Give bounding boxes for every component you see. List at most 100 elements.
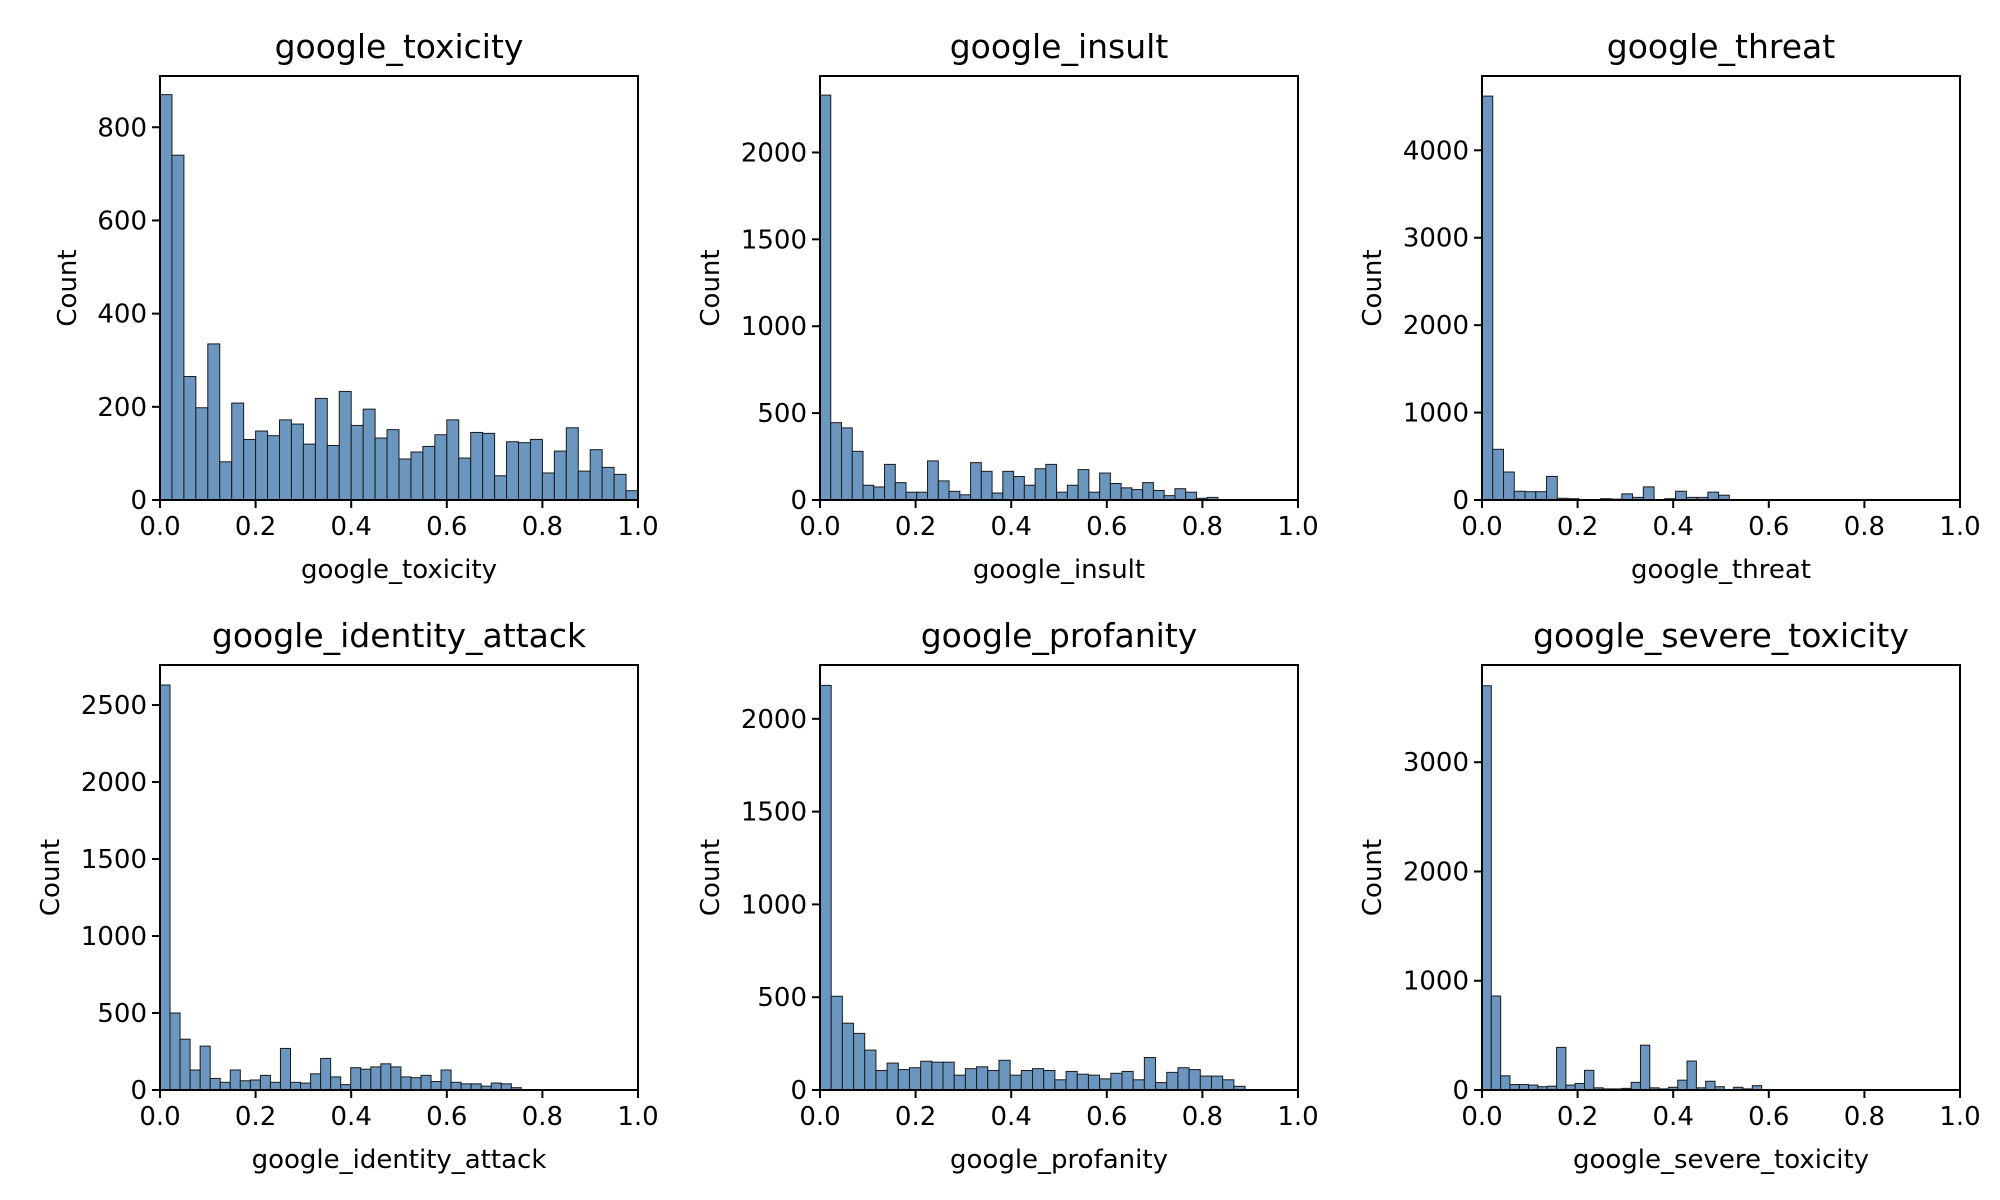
- y-tick-label: 2500: [81, 691, 147, 721]
- histogram-bar: [420, 1074, 432, 1091]
- histogram-bar: [964, 1068, 978, 1091]
- histogram-bar: [1490, 995, 1502, 1091]
- histogram-bar: [1686, 1060, 1697, 1091]
- y-tick-label: 1000: [741, 312, 807, 342]
- histogram-bar: [884, 463, 896, 501]
- y-tick-label: 0: [790, 1076, 807, 1106]
- y-tick-label: 1000: [741, 890, 807, 920]
- histogram-bar: [875, 1070, 888, 1091]
- y-tick-label: 2000: [741, 138, 807, 168]
- histogram-bar: [290, 423, 304, 501]
- histogram-bar: [1002, 470, 1015, 501]
- axes-frame: [1481, 75, 1961, 501]
- histogram-bar: [1492, 448, 1505, 501]
- chart-title: google_profanity: [921, 616, 1198, 655]
- histogram-bar: [1066, 484, 1079, 501]
- histogram-bar: [398, 458, 412, 501]
- histogram-bar: [1677, 1079, 1688, 1091]
- x-tick-label: 0.0: [1461, 1102, 1502, 1132]
- x-tick-label: 1.0: [1277, 1102, 1318, 1132]
- histogram-bar: [1034, 468, 1047, 501]
- histogram-bar: [1043, 1070, 1056, 1091]
- histogram-bar: [931, 1061, 944, 1091]
- histogram-bar: [430, 1081, 442, 1091]
- histogram-bar: [987, 1070, 1000, 1091]
- histogram-bar: [830, 422, 843, 501]
- histogram-bar: [374, 437, 388, 501]
- histogram-bar: [1077, 469, 1090, 501]
- histogram-bar: [1132, 1079, 1145, 1091]
- histogram-bar: [470, 431, 484, 501]
- histogram-bar: [1630, 1081, 1641, 1091]
- y-tick-label: 400: [97, 300, 147, 330]
- x-tick-label: 1.0: [1277, 512, 1318, 542]
- histogram-bar: [209, 1077, 221, 1091]
- histogram-bar: [1199, 1075, 1212, 1091]
- x-tick-label: 0.6: [1086, 1102, 1127, 1132]
- histogram-bar: [1054, 1079, 1067, 1091]
- x-tick-label: 0.6: [1748, 1102, 1789, 1132]
- histogram-bar: [864, 1049, 877, 1091]
- y-axis-label: Count: [1358, 249, 1388, 326]
- x-tick-label: 0.6: [426, 512, 467, 542]
- y-tick-label: 1000: [81, 922, 147, 952]
- chart-title: google_severe_toxicity: [1533, 616, 1909, 655]
- histogram-bar: [1524, 491, 1537, 501]
- histogram-bar: [980, 470, 993, 501]
- histogram-bar: [553, 450, 567, 501]
- x-axis-label: google_threat: [1631, 555, 1811, 585]
- histogram-bar: [1142, 482, 1154, 501]
- histogram-bar: [1032, 1068, 1045, 1091]
- histogram-panel: 0.0 0.2 0.4 0.6 0.8 1.0 0 500 1000 1500 2000 2500 go…: [36, 616, 659, 1175]
- y-tick-label: 200: [97, 393, 147, 423]
- histogram-bar: [267, 435, 280, 501]
- histogram-bar: [920, 1060, 933, 1091]
- histogram-bar: [873, 486, 886, 501]
- x-tick-label: 0.2: [1557, 512, 1598, 542]
- histogram-bar: [1185, 491, 1197, 501]
- histogram-bar: [159, 94, 173, 501]
- y-tick-label: 1500: [741, 225, 807, 255]
- x-tick-label: 1.0: [1939, 1102, 1980, 1132]
- x-tick-label: 0.4: [991, 1102, 1032, 1132]
- histogram-bar: [434, 434, 448, 501]
- histogram-bar: [1109, 482, 1122, 501]
- x-tick-label: 0.4: [1653, 512, 1694, 542]
- axes-frame: [159, 75, 639, 501]
- histogram-bar: [1088, 491, 1101, 501]
- histogram-bar: [300, 1082, 312, 1091]
- histogram-bar: [229, 1069, 241, 1091]
- histogram-bar: [314, 397, 328, 501]
- histogram-bar: [446, 419, 460, 501]
- histogram-bar: [970, 462, 982, 501]
- histogram-bar: [1481, 685, 1492, 1091]
- histogram-bar: [350, 424, 364, 501]
- histogram-bar: [310, 1073, 322, 1091]
- histogram-panel: 0.0 0.2 0.4 0.6 0.8 1.0 0 500 1000 1500 2000 google…: [696, 27, 1319, 585]
- histogram-bar: [1642, 486, 1655, 501]
- chart-title: google_identity_attack: [212, 616, 587, 655]
- x-axis-label: google_toxicity: [301, 555, 497, 585]
- histogram-bar: [1500, 1075, 1511, 1091]
- histogram-bar: [601, 466, 615, 501]
- histogram-bar: [1143, 1057, 1157, 1091]
- histogram-bar: [841, 427, 853, 501]
- y-tick-label: 500: [757, 399, 807, 429]
- histogram-bar: [1546, 475, 1558, 501]
- histogram-bar: [927, 460, 939, 501]
- x-tick-label: 0.4: [331, 512, 372, 542]
- y-tick-label: 2000: [81, 768, 147, 798]
- x-tick-label: 0.2: [235, 512, 276, 542]
- x-tick-label: 0.0: [1461, 512, 1502, 542]
- y-tick-label: 1000: [1403, 399, 1469, 429]
- y-tick-label: 0: [130, 486, 147, 516]
- y-axis-label: Count: [36, 839, 66, 916]
- y-axis-label: Count: [1358, 839, 1388, 916]
- histogram-panel: 0.0 0.2 0.4 0.6 0.8 1.0 0 500 1000 1500 2000 google…: [696, 616, 1319, 1175]
- x-tick-label: 0.8: [522, 512, 563, 542]
- histogram-bar: [1152, 489, 1165, 501]
- histogram-bar: [159, 684, 171, 1091]
- axes-frame: [819, 664, 1299, 1091]
- histogram-panel: 0.0 0.2 0.4 0.6 0.8 1.0 0 200 400 600 800 google_to…: [53, 27, 659, 585]
- x-axis-label: google_insult: [973, 555, 1145, 585]
